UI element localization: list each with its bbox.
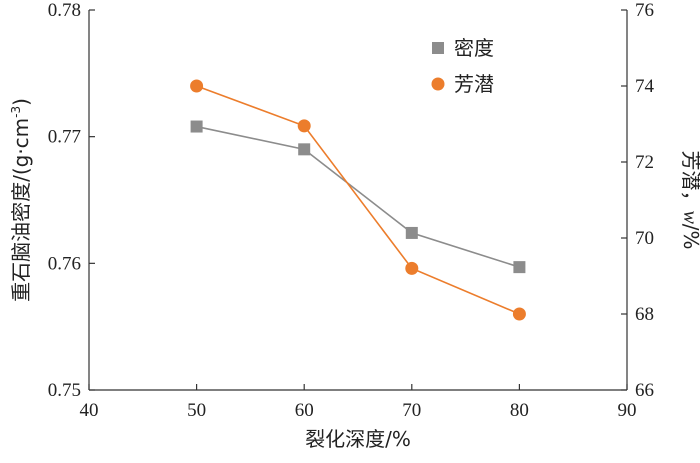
left-axis-title-superscript: -3 [9, 106, 23, 118]
left-axis-title-main: 重石脑油密度/(g·cm [9, 118, 33, 302]
data-point-square [190, 120, 203, 133]
x-axis-title: 裂化深度/% [305, 427, 411, 451]
left-axis-title: 重石脑油密度/(g·cm-3) [9, 98, 33, 302]
ticks: 40 50 60 70 80 90 0.75 0.76 0.77 0.78 66 68 70 72 74 76 [48, 0, 655, 421]
right-y-tick-label: 68 [635, 304, 654, 325]
x-tick-label: 60 [295, 400, 314, 421]
data-point-circle [297, 119, 311, 133]
x-tick-label: 40 [80, 400, 99, 421]
left-y-tick-label: 0.76 [48, 253, 81, 274]
x-tick-label: 90 [618, 400, 637, 421]
right-y-tick-label: 70 [635, 228, 654, 249]
x-tick-label: 80 [510, 400, 529, 421]
legend-label: 芳潜 [454, 72, 494, 96]
right-y-tick-label: 72 [635, 152, 654, 173]
series-line-0 [196, 125, 520, 268]
right-axis-title-var: w [679, 210, 700, 224]
data-point-circle [512, 307, 526, 321]
left-axis-title-close: ) [9, 98, 33, 106]
right-axis-title-main: 芳潜， [679, 150, 700, 210]
axes [88, 10, 628, 391]
x-tick-label: 70 [402, 400, 421, 421]
left-y-tick-label: 0.78 [48, 0, 81, 21]
series-line-1 [196, 85, 520, 315]
data-point-circle [405, 261, 419, 275]
data-point-square [298, 143, 311, 156]
right-y-tick-label: 74 [635, 76, 655, 97]
legend-label: 密度 [454, 36, 494, 60]
data-point-square [405, 226, 418, 239]
x-tick-label: 50 [187, 400, 206, 421]
left-axis-title-group: 重石脑油密度/(g·cm-3) [9, 98, 33, 302]
left-y-tick-label: 0.75 [48, 380, 81, 401]
series [190, 79, 526, 321]
data-point-square [513, 261, 526, 274]
right-axis-title: 芳潜，w/% [679, 150, 700, 249]
right-y-tick-label: 66 [635, 380, 654, 401]
right-axis-title-group: 芳潜，w/% [679, 150, 700, 249]
right-y-tick-label: 76 [635, 0, 654, 21]
right-axis-title-unit: /% [679, 224, 700, 250]
legend-marker-square [432, 42, 444, 54]
legend-marker-circle [431, 77, 445, 91]
left-y-tick-label: 0.77 [48, 127, 81, 148]
data-point-circle [190, 79, 204, 93]
